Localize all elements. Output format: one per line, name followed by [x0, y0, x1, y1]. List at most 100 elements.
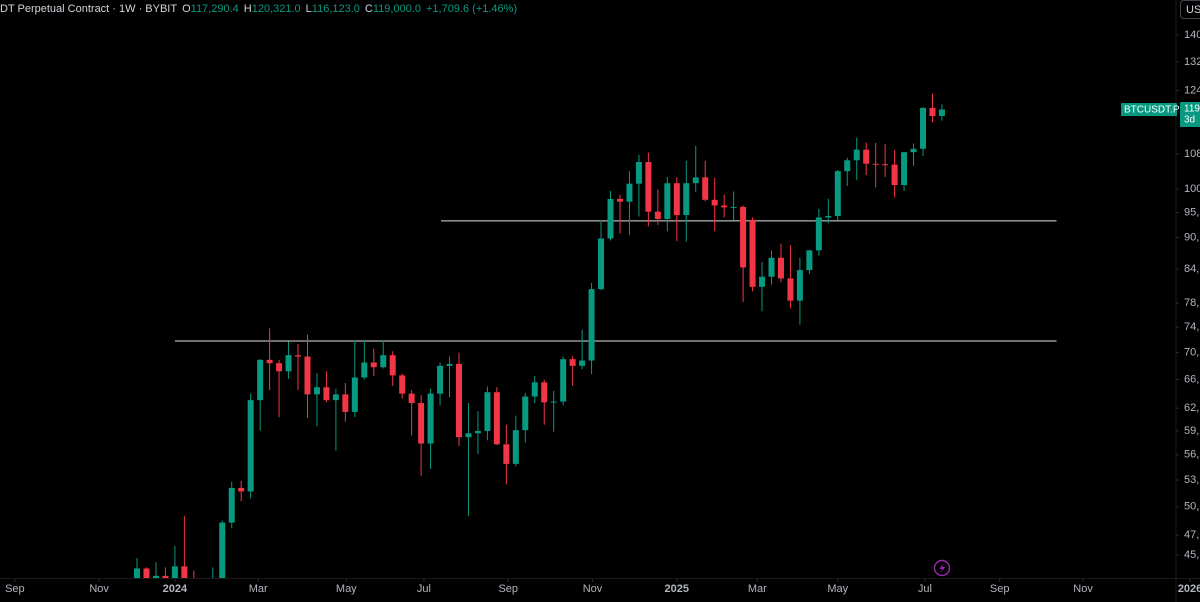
- ohlc-value: 120,321.0: [251, 3, 301, 15]
- candle-body: [285, 355, 292, 372]
- candle-body: [768, 257, 775, 277]
- candle-body: [351, 377, 358, 412]
- candle-body: [550, 401, 557, 403]
- y-tick-label: 78,: [1184, 297, 1199, 309]
- symbol-info: DT Perpetual Contract · 1W · BYBIT: [0, 3, 178, 15]
- currency-label[interactable]: US: [1186, 4, 1200, 16]
- candle-body: [238, 487, 245, 492]
- candle-body: [938, 109, 945, 117]
- candle-body: [323, 387, 330, 401]
- y-tick-label: 56,: [1184, 449, 1199, 461]
- y-tick-label: 124: [1184, 84, 1200, 96]
- candle-body: [228, 487, 235, 523]
- candle-body: [796, 270, 803, 301]
- candle-body: [152, 575, 159, 578]
- candle-body: [882, 164, 889, 166]
- y-tick-label: 84,: [1184, 263, 1199, 275]
- y-tick-label: 108: [1184, 148, 1200, 160]
- price-tag-bg: [1121, 103, 1177, 116]
- x-tick-label: Jul: [417, 583, 431, 595]
- price-tag-value-bg: [1180, 102, 1200, 127]
- candle-body: [844, 160, 851, 172]
- ohlc-value: 119,000.0: [372, 3, 421, 15]
- y-tick-label: 90,: [1184, 231, 1199, 243]
- y-tick-label: 66,: [1184, 373, 1199, 385]
- candle-body: [569, 359, 576, 366]
- y-tick-label: 100: [1184, 183, 1200, 195]
- candle-body: [171, 566, 178, 578]
- candle-body: [730, 206, 737, 208]
- ohlc-key: C: [364, 3, 373, 15]
- candle-body: [901, 152, 908, 186]
- candle-body: [304, 356, 311, 395]
- y-tick-label: 53,: [1184, 474, 1199, 486]
- candle-body: [825, 216, 832, 218]
- alert-icon[interactable]: [933, 559, 951, 577]
- candle-body: [380, 355, 387, 368]
- x-tick-label: Sep: [990, 583, 1010, 595]
- x-tick-label: Sep: [498, 583, 518, 595]
- candle-body: [777, 257, 784, 279]
- ohlc-field: O117,290.4: [182, 3, 239, 15]
- candle-body: [512, 430, 519, 464]
- candle-body: [702, 177, 709, 200]
- axes: 140 132 124 108 100 95, 90, 84, 78, 74, 70, 66, 62, 5…: [5, 29, 1200, 595]
- candle-body: [389, 355, 396, 376]
- candle-body: [635, 162, 642, 184]
- x-tick-label: Nov: [89, 583, 109, 595]
- ohlc-fields: O117,290.4 H120,321.0 L116,123.0 C119,000.0: [182, 3, 421, 15]
- price-tag-price: 119: [1184, 104, 1200, 115]
- plot-area: [134, 93, 1057, 578]
- candle-body: [759, 276, 766, 287]
- x-tick-label: Mar: [249, 583, 268, 595]
- candle-body: [276, 363, 283, 372]
- candle-body: [815, 217, 822, 251]
- candle-body: [740, 206, 747, 268]
- candle-body: [711, 199, 718, 206]
- ohlc-value: 117,290.4: [190, 3, 239, 15]
- candle-body: [342, 394, 349, 412]
- candle-body: [437, 365, 444, 394]
- candle-body: [683, 183, 690, 216]
- x-tick-label: Mar: [748, 583, 767, 595]
- candle-body: [257, 359, 264, 401]
- candle-body: [749, 219, 756, 287]
- x-tick-label: 2026: [1178, 583, 1200, 595]
- candle-body: [408, 393, 415, 404]
- x-tick-label: Jul: [918, 583, 932, 595]
- candle-body: [692, 177, 699, 184]
- y-tick-label: 62,: [1184, 402, 1199, 414]
- candle-body: [560, 359, 567, 402]
- candle-body: [910, 148, 917, 153]
- currency-button[interactable]: [1180, 0, 1200, 19]
- x-tick-label: May: [827, 583, 848, 595]
- candle-body: [295, 355, 302, 357]
- candle-body: [579, 360, 586, 366]
- candle-body: [787, 278, 794, 301]
- change: +1,709.6 (+1.46%): [425, 3, 518, 15]
- candle-body: [361, 362, 368, 378]
- candle-body: [872, 163, 879, 165]
- ohlc-key: O: [182, 3, 191, 15]
- candle-body: [531, 382, 538, 397]
- ohlc-value: 116,123.0: [311, 3, 360, 15]
- candle-body: [598, 238, 605, 290]
- candle-body: [806, 250, 813, 271]
- candle-body: [853, 149, 860, 161]
- candle-body: [616, 198, 623, 202]
- candle-body: [143, 568, 150, 578]
- candle-body: [721, 205, 728, 208]
- candle-body: [134, 568, 141, 578]
- x-tick-label: Nov: [583, 583, 603, 595]
- candle-body: [427, 393, 434, 444]
- y-tick-label: 74,: [1184, 321, 1199, 333]
- x-tick-label: 2025: [665, 583, 689, 595]
- ohlc-key: H: [243, 3, 252, 15]
- candle-body: [455, 363, 462, 438]
- candle-body: [607, 198, 614, 239]
- candle-body: [446, 363, 453, 366]
- y-tick-label: 45,: [1184, 549, 1199, 561]
- candle-body: [834, 171, 841, 217]
